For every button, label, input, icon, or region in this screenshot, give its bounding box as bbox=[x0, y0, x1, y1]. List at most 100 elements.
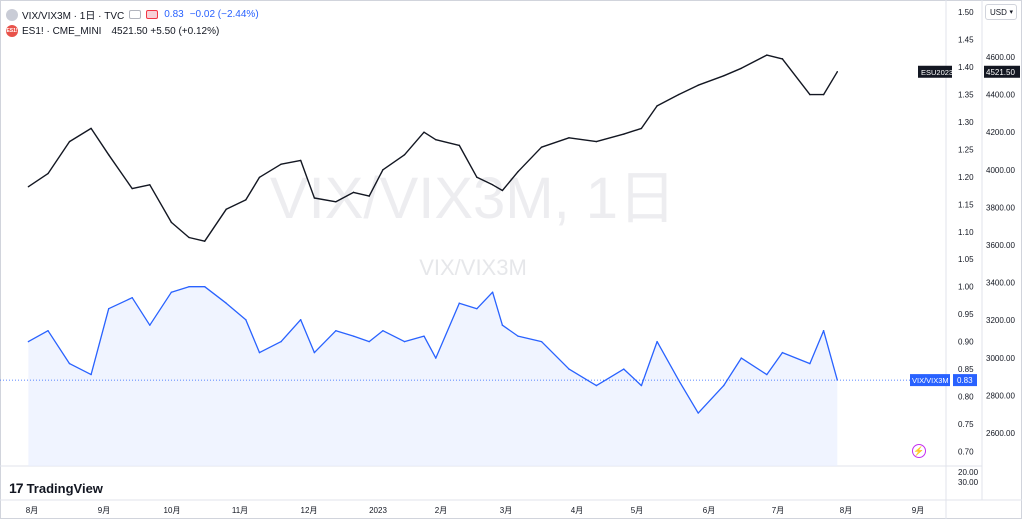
vix-data-point bbox=[258, 351, 261, 354]
es-data-point bbox=[623, 133, 625, 135]
es-data-point bbox=[188, 236, 190, 239]
es-symbol-logo-icon: ES1! bbox=[6, 25, 18, 37]
vix-data-point bbox=[476, 307, 478, 310]
vix-area-fill bbox=[28, 286, 838, 466]
es-data-point bbox=[595, 140, 598, 143]
y-tick-ratio: 1.25 bbox=[958, 145, 974, 154]
es-data-point bbox=[382, 169, 384, 171]
y-tick-ratio: 1.10 bbox=[958, 228, 974, 237]
y-tick-ratio: 0.95 bbox=[958, 310, 974, 319]
vix-data-point bbox=[280, 340, 282, 343]
vix-data-point bbox=[640, 384, 643, 387]
vix-data-point bbox=[352, 335, 355, 337]
vix-data-point bbox=[108, 307, 110, 310]
es-data-point bbox=[501, 189, 504, 192]
x-tick-label: 6月 bbox=[703, 506, 715, 515]
es-data-point bbox=[335, 201, 337, 203]
es-data-point bbox=[766, 54, 768, 56]
es-data-point bbox=[722, 75, 725, 77]
vix-data-point bbox=[203, 286, 206, 288]
y-tick-price: 3600.00 bbox=[986, 241, 1015, 250]
y-tick-ratio: 0.85 bbox=[958, 365, 974, 374]
vix-data-point bbox=[677, 379, 680, 381]
es-data-point bbox=[245, 199, 247, 201]
es-data-point bbox=[203, 240, 206, 242]
es-data-point bbox=[47, 172, 49, 175]
vix-data-point bbox=[245, 318, 247, 321]
x-tick-label: 9月 bbox=[98, 506, 110, 515]
visibility-toggle-button[interactable] bbox=[129, 10, 142, 19]
es-price-badge-text: 4521.50 bbox=[986, 68, 1015, 77]
vix-data-point bbox=[423, 335, 425, 337]
vix-data-point bbox=[27, 340, 30, 343]
compare-values: 4521.50 +5.50 (+0.12%) bbox=[111, 25, 220, 37]
es-data-point bbox=[258, 176, 261, 179]
tradingview-logo[interactable]: 17 TradingView bbox=[9, 480, 103, 496]
es-data-point bbox=[677, 93, 680, 96]
es-data-point bbox=[225, 208, 227, 210]
es-data-point bbox=[90, 127, 92, 130]
y-tick-price: 3400.00 bbox=[986, 279, 1015, 288]
main-change-value: −0.02 (−2.44%) bbox=[189, 9, 259, 20]
vix-data-point bbox=[382, 329, 384, 332]
compare-symbol-label[interactable]: ES1! · CME_MINI bbox=[22, 25, 102, 37]
es-data-point bbox=[540, 146, 543, 148]
vix-symbol-badge-text: VIX/VIX3M bbox=[912, 376, 949, 385]
y-tick-ratio: 0.80 bbox=[958, 393, 974, 402]
vix-data-point bbox=[225, 302, 227, 304]
vix-data-point bbox=[313, 351, 316, 354]
es-data-point bbox=[108, 154, 110, 156]
y-tick-price: 4400.00 bbox=[986, 91, 1015, 100]
es-data-point bbox=[656, 105, 658, 107]
vix-data-point bbox=[766, 373, 768, 376]
compare-series-legend[interactable]: ES1! ES1! · CME_MINI 4521.50 +5.50 (+0.1… bbox=[6, 25, 219, 37]
es-data-point bbox=[568, 137, 570, 139]
es-data-point bbox=[68, 140, 71, 143]
vix-data-point bbox=[68, 362, 71, 365]
vix-data-point bbox=[623, 368, 625, 370]
y-tick-ratio: 0.70 bbox=[958, 448, 974, 457]
watermark-main: VIX/VIX3M, 1日 bbox=[270, 166, 676, 231]
vix-data-point bbox=[822, 329, 825, 332]
vix-price-badge bbox=[953, 374, 977, 387]
es-data-point bbox=[299, 159, 302, 162]
more-options-button[interactable] bbox=[146, 10, 159, 19]
vix-data-point bbox=[656, 340, 658, 343]
vix-data-point bbox=[540, 340, 543, 343]
x-tick-label: 2023 bbox=[369, 506, 387, 515]
es-data-point bbox=[131, 187, 133, 190]
main-last-value: 0.83 bbox=[164, 9, 184, 20]
lightning-icon[interactable]: ⚡ bbox=[912, 444, 926, 458]
main-symbol-label[interactable]: VIX/VIX3M · 1日 · TVC bbox=[22, 11, 125, 22]
vix-data-point bbox=[47, 329, 49, 332]
x-tick-label: 2月 bbox=[435, 506, 447, 515]
tradingview-logo-icon: 17 bbox=[9, 480, 24, 496]
currency-selector[interactable]: USD ▾ bbox=[985, 4, 1017, 20]
vix-data-point bbox=[781, 351, 784, 354]
es-data-point bbox=[491, 184, 494, 186]
y-tick-ratio: 1.00 bbox=[958, 283, 974, 292]
y-tick-price: 3200.00 bbox=[986, 316, 1015, 325]
y-tick-ratio: 1.05 bbox=[958, 255, 974, 264]
y-tick-price: 2800.00 bbox=[986, 391, 1015, 400]
vix-price-badge-text: 0.83 bbox=[957, 376, 973, 385]
y-tick-volume: 20.00 bbox=[958, 468, 979, 477]
es-data-point bbox=[352, 191, 355, 194]
es-data-point bbox=[517, 170, 519, 173]
x-tick-label: 11月 bbox=[232, 506, 248, 515]
es-data-point bbox=[740, 67, 743, 69]
y-tick-ratio: 1.30 bbox=[958, 118, 974, 127]
vix-data-point bbox=[90, 373, 92, 376]
es-data-point bbox=[476, 176, 478, 179]
vix-data-point bbox=[722, 384, 725, 387]
main-series-legend[interactable]: VIX/VIX3M · 1日 · TVC 0.83 −0.02 (−2.44%) bbox=[6, 7, 259, 22]
es-data-point bbox=[781, 58, 784, 60]
y-tick-ratio: 1.35 bbox=[958, 90, 974, 99]
y-tick-price: 4600.00 bbox=[986, 53, 1015, 62]
vix-data-point bbox=[149, 324, 151, 326]
y-tick-ratio: 1.15 bbox=[958, 200, 974, 209]
tradingview-brand-name: TradingView bbox=[26, 480, 103, 496]
y-tick-ratio: 1.20 bbox=[958, 173, 974, 182]
